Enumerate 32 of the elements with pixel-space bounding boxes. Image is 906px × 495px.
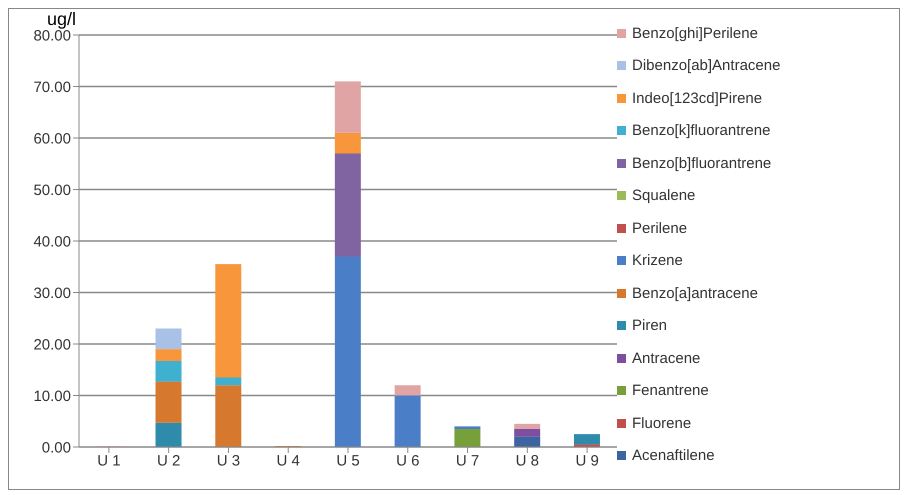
legend-label: Krizene — [632, 252, 683, 270]
legend-label: Benzo[b]fluorantrene — [632, 154, 772, 172]
legend-label: Fluorene — [632, 414, 692, 432]
x-tick-label: U 4 — [276, 452, 300, 470]
legend-label: Perilene — [632, 220, 688, 237]
legend-label: Benzo[ghi]Perilene — [632, 24, 758, 42]
y-tick-label: 20.00 — [33, 336, 71, 354]
legend-label: Indeo[123cd]Pirene — [632, 90, 762, 107]
x-tick-label: U 5 — [336, 452, 360, 470]
y-tick-label: 30.00 — [33, 284, 71, 302]
x-tick-label: U 6 — [396, 452, 420, 470]
y-tick-label: 60.00 — [33, 130, 71, 148]
legend-label: Squalene — [632, 187, 696, 204]
y-tick-label: 10.00 — [33, 388, 71, 405]
y-tick-label: 0.00 — [42, 439, 71, 456]
y-tick-label: 40.00 — [33, 233, 71, 250]
y-axis-title: ug/l — [47, 9, 76, 30]
x-tick-label: U 1 — [97, 452, 121, 470]
legend-label: Piren — [632, 317, 668, 334]
legend-label: Acenaftilene — [632, 447, 715, 464]
legend-label: Benzo[k]fluorantrene — [632, 122, 770, 140]
legend-label: Antracene — [632, 350, 700, 367]
legend-label: Dibenzo[ab]Antracene — [632, 57, 780, 74]
x-tick-label: U 8 — [516, 452, 540, 470]
x-tick-label: U 2 — [156, 452, 180, 470]
x-tick-label: U 7 — [456, 452, 480, 470]
y-tick-label: 70.00 — [33, 78, 71, 96]
y-tick-label: 50.00 — [33, 182, 71, 199]
x-tick-label: U 9 — [575, 452, 599, 470]
legend-label: Fenantrene — [632, 382, 709, 400]
x-tick-label: U 3 — [216, 452, 240, 470]
legend-label: Benzo[a]antracene — [632, 284, 758, 302]
